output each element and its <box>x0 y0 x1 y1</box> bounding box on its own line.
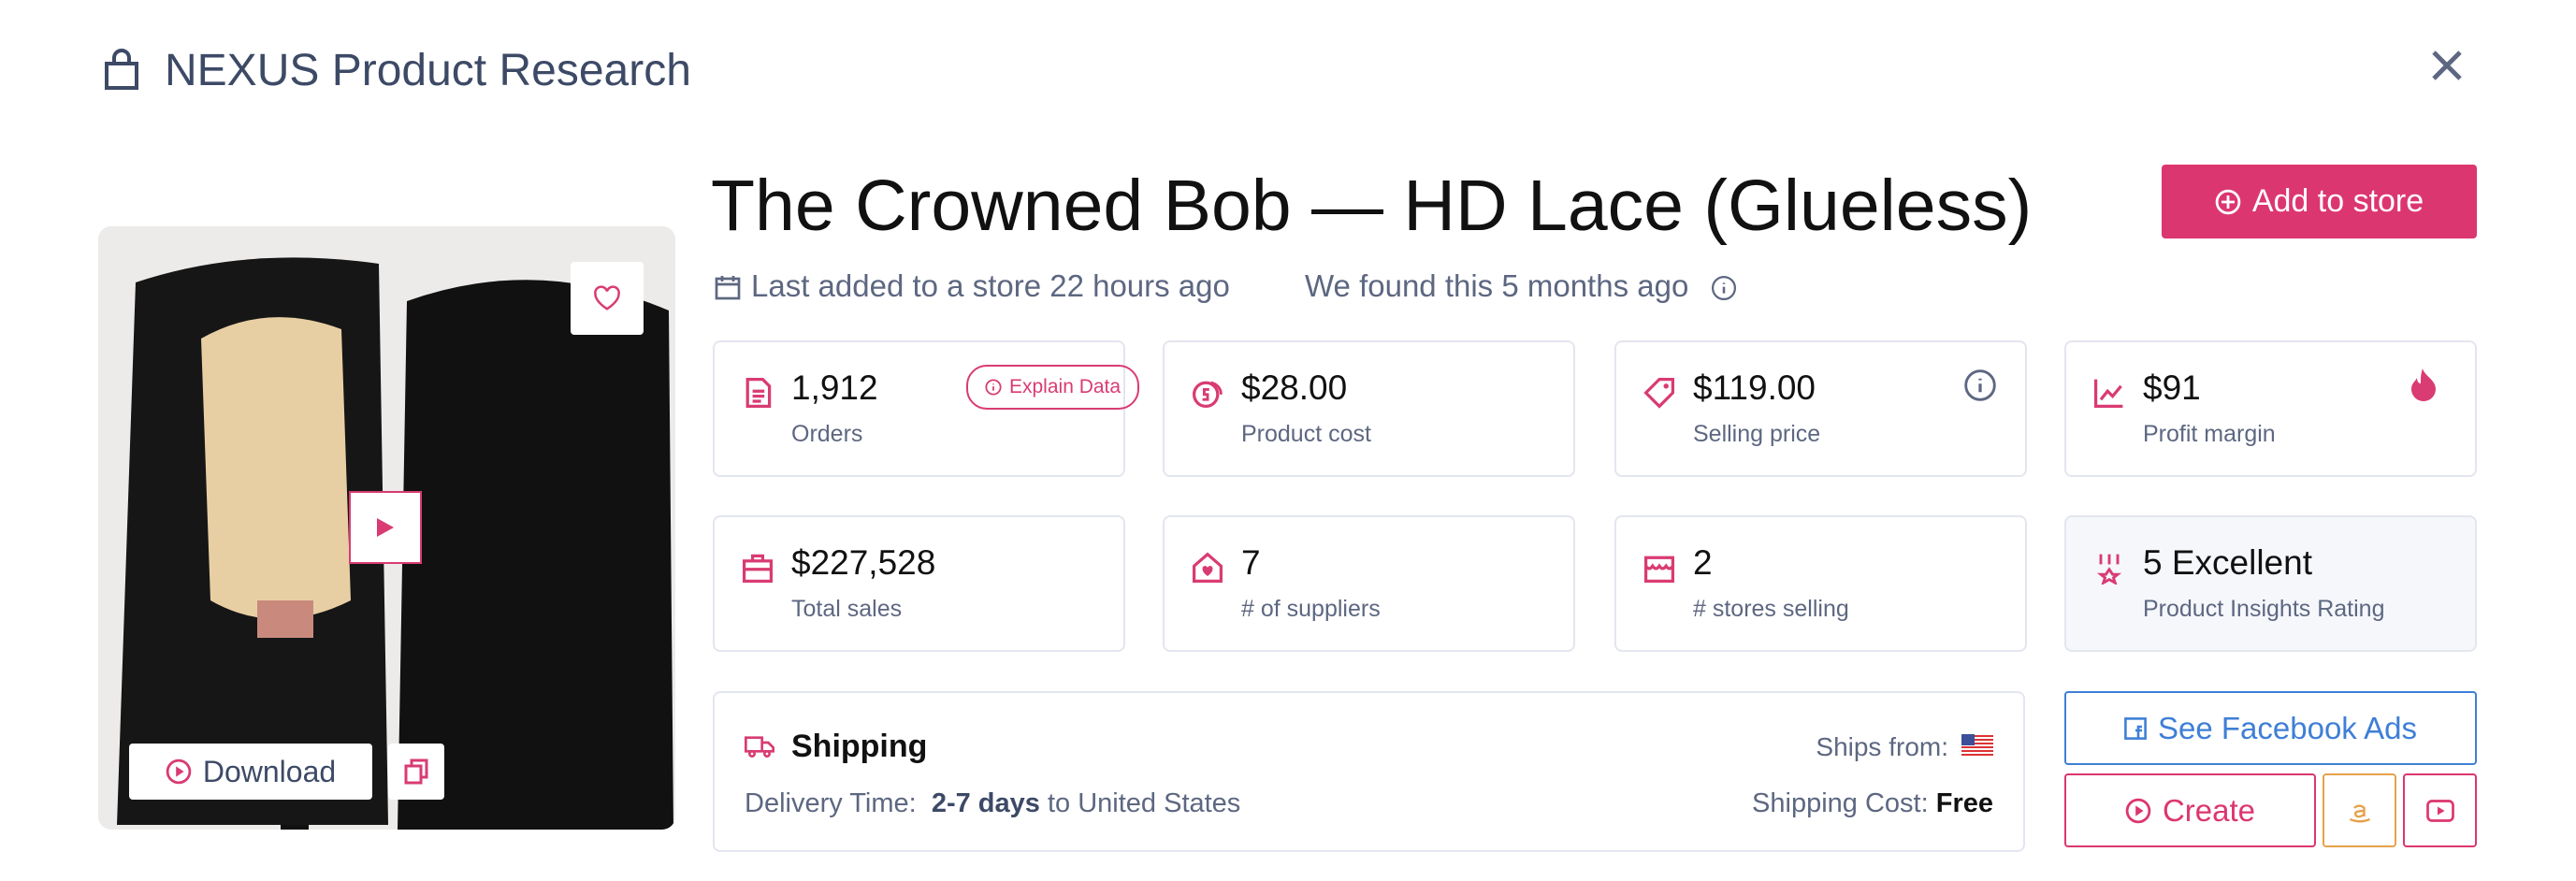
delivery-label: Delivery Time: <box>745 788 917 818</box>
stat-value: $28.00 <box>1241 368 1348 407</box>
stat-value: $227,528 <box>791 543 936 582</box>
truck-icon <box>745 736 774 758</box>
delivery-line: Delivery Time: 2-7 days to United States <box>745 788 1240 819</box>
stat-icon <box>2093 379 2123 409</box>
stat-card: 7 # of suppliers <box>1163 515 1575 652</box>
favorite-button[interactable] <box>571 262 644 335</box>
shipping-cost-label: Shipping Cost: <box>1752 788 1929 818</box>
shipping-cost: Shipping Cost: Free <box>1752 788 1993 819</box>
download-label: Download <box>202 754 337 788</box>
stat-card: $28.00 Product cost <box>1163 340 1575 477</box>
play-circle-icon <box>2125 798 2151 823</box>
us-flag <box>1961 734 1993 757</box>
play-button[interactable] <box>349 491 422 564</box>
delivery-days: 2-7 days <box>931 788 1040 818</box>
stat-value: 1,912 <box>791 368 878 407</box>
stat-card: $227,528 Total sales <box>713 515 1125 652</box>
stat-label: Orders <box>791 421 863 447</box>
amazon-icon <box>2349 804 2370 822</box>
stat-value: 7 <box>1241 543 1261 582</box>
shipping-card: Shipping Delivery Time: 2-7 days to Unit… <box>713 691 2025 852</box>
create-label: Create <box>2162 792 2256 828</box>
add-to-store-button[interactable]: Add to store <box>2162 165 2477 238</box>
copy-icon <box>404 758 428 785</box>
stat-icon <box>1192 552 1223 584</box>
info-icon <box>985 379 1002 396</box>
facebook-ads-label: See Facebook Ads <box>2157 710 2418 745</box>
download-button[interactable]: Download <box>129 744 372 800</box>
shipping-title: Shipping <box>791 729 928 764</box>
calendar-icon <box>715 276 741 300</box>
product-image: Download <box>98 226 675 830</box>
stat-icon <box>745 377 772 409</box>
stat-card: 2 # stores selling <box>1614 515 2027 652</box>
stat-label: Total sales <box>791 596 903 622</box>
ships-from-label: Ships from: <box>1816 732 1948 761</box>
stat-label: Selling price <box>1693 421 1821 447</box>
explain-data-label: Explain Data <box>1009 376 1122 397</box>
add-to-store-label: Add to store <box>2251 183 2424 219</box>
close-button[interactable] <box>2430 49 2464 82</box>
last-added: Last added to a store 22 hours ago <box>751 268 1230 303</box>
stat-card: $91 Profit margin <box>2064 340 2477 477</box>
stat-card: 5 Excellent Product Insights Rating <box>2064 515 2477 652</box>
stat-value: $119.00 <box>1693 368 1816 407</box>
stat-label: Profit margin <box>2143 421 2276 447</box>
play-icon <box>377 518 394 537</box>
stat-icon <box>742 554 774 584</box>
explain-data-button[interactable]: Explain Data <box>966 365 1140 410</box>
stat-label: Product Insights Rating <box>2143 596 2385 622</box>
youtube-button[interactable] <box>2403 773 2477 847</box>
stat-card: $119.00 Selling price <box>1614 340 2027 477</box>
stat-value: 2 <box>1693 543 1713 582</box>
play-circle-icon <box>166 758 192 785</box>
found-date: We found this 5 months ago <box>1305 268 1689 303</box>
stat-icon <box>1643 377 1675 409</box>
youtube-icon <box>2425 799 2454 822</box>
create-button[interactable]: Create <box>2064 773 2316 847</box>
bag-icon <box>105 49 138 90</box>
stat-label: # of suppliers <box>1241 596 1381 622</box>
plus-icon <box>2215 189 2241 214</box>
facebook-icon <box>2124 716 2147 740</box>
stat-label: # stores selling <box>1693 596 1849 622</box>
shipping-cost-value: Free <box>1935 788 1993 818</box>
app-title: NEXUS Product Research <box>165 46 691 95</box>
stat-value: $91 <box>2143 368 2201 407</box>
delivery-destination: to United States <box>1047 788 1241 818</box>
heart-icon <box>594 285 620 311</box>
info-icon <box>1964 369 1996 401</box>
product-title: The Crowned Bob — HD Lace (Glueless) <box>711 166 2033 246</box>
stat-card: 1,912 Orders Explain Data <box>713 340 1140 477</box>
stat-label: Product cost <box>1241 421 1371 447</box>
copy-button[interactable] <box>388 744 444 800</box>
amazon-button[interactable] <box>2323 773 2396 847</box>
info-icon <box>1711 275 1737 301</box>
stat-icon <box>2096 554 2122 585</box>
facebook-ads-button[interactable]: See Facebook Ads <box>2064 691 2477 765</box>
stat-icon <box>1643 556 1675 584</box>
stat-value: 5 Excellent <box>2143 543 2312 582</box>
stat-icon <box>1192 381 1223 409</box>
fire-icon <box>2411 368 2436 401</box>
